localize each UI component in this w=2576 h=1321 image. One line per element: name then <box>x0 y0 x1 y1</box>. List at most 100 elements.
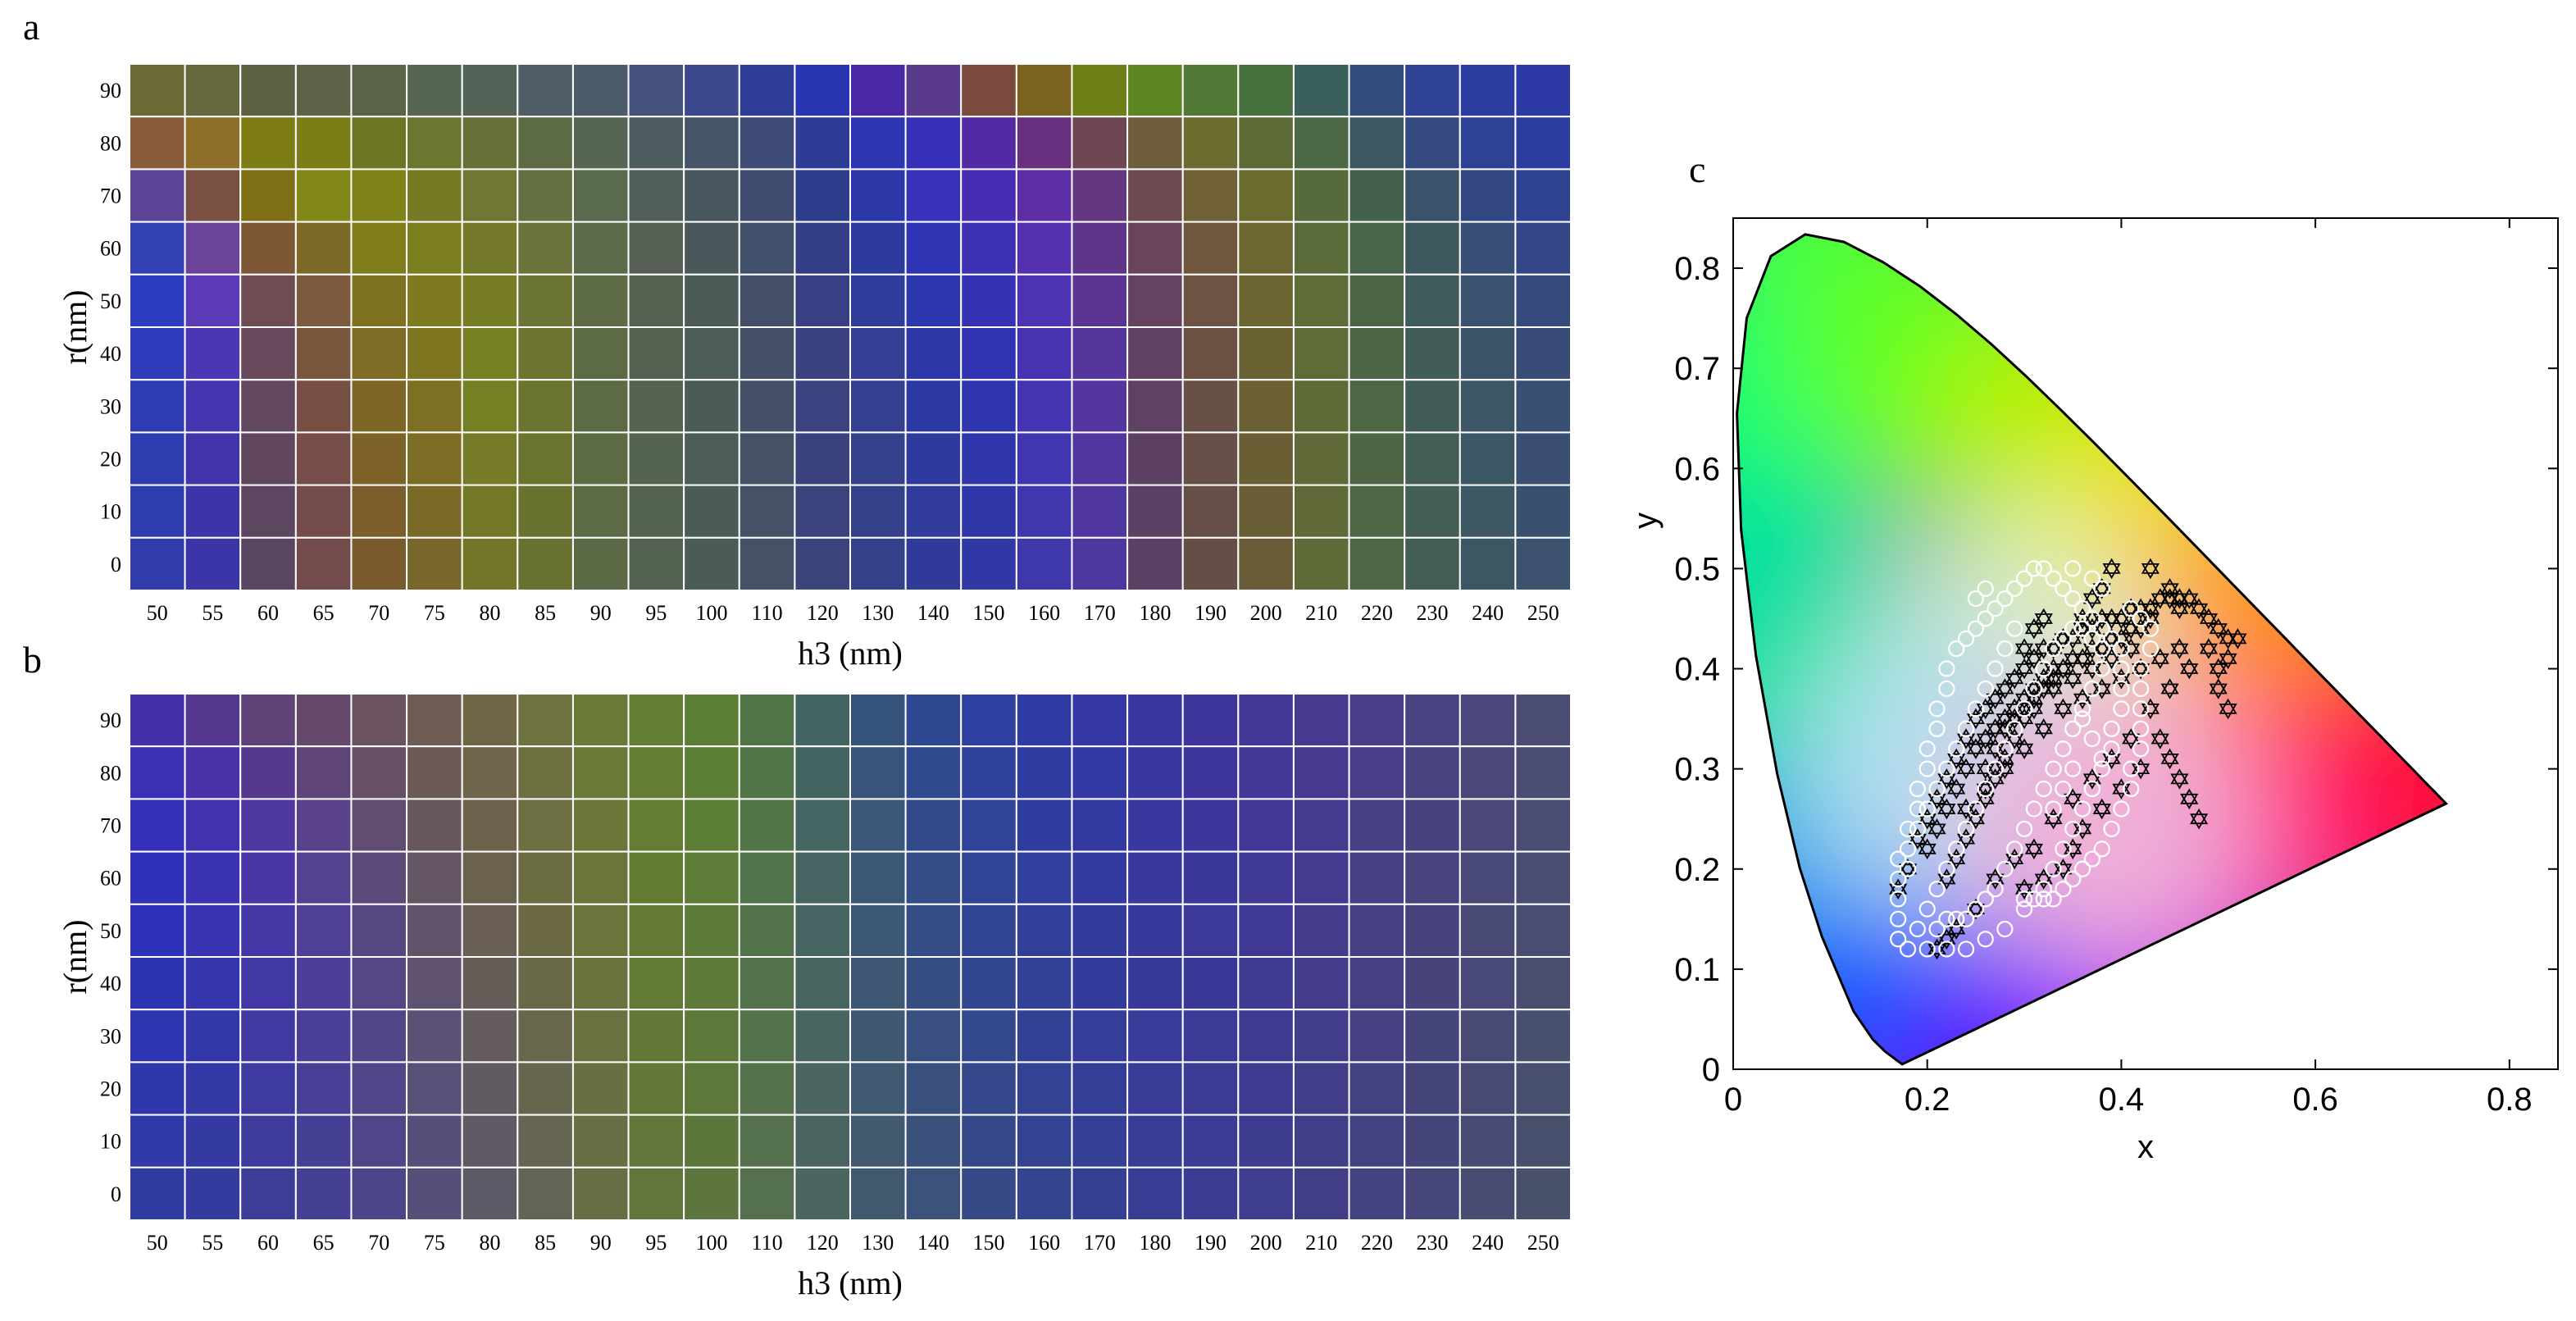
hexagram-marker <box>1956 758 1976 780</box>
hexagram-marker <box>1976 778 1995 799</box>
circle-marker <box>2006 840 2023 858</box>
heatmap-cell <box>129 903 186 959</box>
heatmap-cell <box>350 1166 408 1222</box>
heatmap-cell <box>1126 903 1184 959</box>
heatmap-cell <box>129 1009 186 1064</box>
circle-marker <box>2113 660 2130 677</box>
x-tick-label: 130 <box>862 601 894 625</box>
hexagram-marker <box>1927 788 1946 810</box>
heatmap-cell <box>461 693 519 748</box>
x-tick-label: 0.4 <box>2099 1082 2145 1118</box>
heatmap-cell <box>1404 1061 1461 1116</box>
heatmap-cell <box>960 956 1017 1011</box>
heatmap-cell <box>571 903 630 959</box>
hexagram-marker <box>1918 808 1937 830</box>
heatmap-cell <box>184 536 242 591</box>
heatmap-cell <box>738 379 796 434</box>
circle-marker <box>1948 740 1965 758</box>
heatmap-cell <box>1237 221 1295 276</box>
heatmap-cell <box>350 63 408 118</box>
heatmap-cell <box>517 168 574 223</box>
heatmap-cell <box>960 1061 1017 1116</box>
heatmap-cell <box>1015 63 1073 118</box>
x-tick-label: 80 <box>480 601 501 625</box>
heatmap-cell <box>1292 1166 1350 1222</box>
heatmap-cell <box>571 1166 630 1222</box>
y-tick-label: 0.3 <box>1674 752 1720 788</box>
heatmap-cell <box>1292 536 1350 591</box>
heatmap-panel-b: 50 55 60 65 70 75 80 85 90 95 100 110 120 130 140 150 16… <box>57 693 1572 1301</box>
hexagram-marker <box>2064 788 2082 810</box>
heatmap-cell <box>184 484 242 539</box>
heatmap-cell <box>1237 379 1295 434</box>
heatmap-cell <box>1514 379 1572 434</box>
heatmap-cell <box>129 956 186 1011</box>
circle-marker <box>1928 881 1946 898</box>
heatmap-cell <box>1404 536 1461 591</box>
circle-marker <box>1957 720 1975 737</box>
heatmap-cell <box>1126 536 1184 591</box>
heatmap-cell <box>1237 63 1295 118</box>
hexagram-marker <box>2170 768 2189 790</box>
y-tick-label: 0.6 <box>1674 451 1720 487</box>
heatmap-cell <box>239 63 297 118</box>
hexagram-marker <box>2190 598 2209 620</box>
heatmap-cell <box>1126 116 1184 171</box>
hexagram-marker <box>1966 808 1985 830</box>
hexagram-marker <box>1986 868 2005 890</box>
heatmap-cell <box>960 798 1017 853</box>
heatmap-cell <box>627 956 685 1011</box>
heatmap-cell <box>1514 221 1572 276</box>
heatmap-cell <box>129 1061 186 1116</box>
heatmap-cell <box>1514 798 1572 853</box>
circle-marker <box>2123 600 2140 617</box>
heatmap-cell <box>1292 273 1350 328</box>
heatmap-cell <box>1126 745 1184 800</box>
y-axis-title: y <box>1627 512 1663 529</box>
heatmap-cell <box>1015 850 1073 905</box>
heatmap-cell <box>184 798 242 853</box>
heatmap-cell <box>849 63 907 118</box>
heatmap-cell <box>461 484 519 539</box>
heatmap-cell <box>960 326 1017 381</box>
heatmap-cell <box>904 431 963 486</box>
heatmap-cell <box>1015 379 1073 434</box>
heatmap-cell <box>350 745 408 800</box>
hexagram-marker <box>2141 598 2160 620</box>
heatmap-cell <box>1459 168 1517 223</box>
heatmap-cell <box>461 1166 519 1222</box>
heatmap-cell <box>571 431 630 486</box>
heatmap-cell <box>1015 903 1073 959</box>
heatmap-cell <box>849 536 907 591</box>
heatmap-cell <box>517 1166 574 1222</box>
x-tick-label: 220 <box>1361 601 1393 625</box>
heatmap-cell <box>239 484 297 539</box>
circle-marker <box>2073 620 2091 637</box>
heatmap-cell <box>849 221 907 276</box>
circle-marker <box>2103 820 2120 838</box>
circle-marker <box>1928 920 1946 938</box>
heatmap-cell <box>406 326 463 381</box>
heatmap-cell <box>571 850 630 905</box>
heatmap-cell <box>904 850 963 905</box>
heatmap-cell <box>461 273 519 328</box>
x-tick-label: 0.2 <box>1905 1082 1950 1118</box>
x-tick-label: 120 <box>807 601 839 625</box>
heatmap-cell <box>1237 1009 1295 1064</box>
heatmap-cell <box>294 221 353 276</box>
x-tick-label: 160 <box>1028 601 1060 625</box>
heatmap-cell <box>627 431 685 486</box>
hexagram-marker <box>2005 848 2024 870</box>
heatmap-cell <box>627 1061 685 1116</box>
heatmap-cell <box>1348 903 1406 959</box>
heatmap-cell <box>571 221 630 276</box>
heatmap-cell <box>1237 693 1295 748</box>
circle-marker <box>2123 760 2140 777</box>
heatmap-cell <box>794 745 852 800</box>
hexagram-marker <box>2132 617 2150 640</box>
circle-marker <box>2006 720 2023 737</box>
heatmap-cell <box>517 431 574 486</box>
circle-marker <box>1957 630 1975 647</box>
heatmap-cell <box>1514 536 1572 591</box>
hexagram-marker <box>2092 578 2111 599</box>
